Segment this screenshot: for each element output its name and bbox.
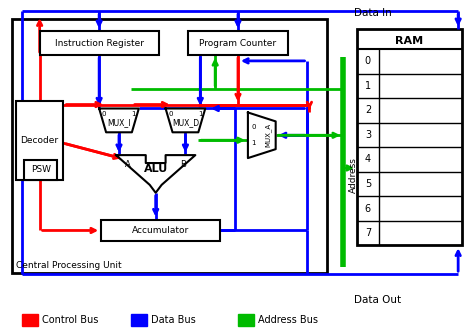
Text: 0: 0 [365, 56, 371, 66]
Text: Data Out: Data Out [354, 295, 401, 305]
FancyBboxPatch shape [12, 19, 327, 273]
Text: Instruction Register: Instruction Register [55, 39, 144, 47]
Text: Program Counter: Program Counter [200, 39, 276, 47]
Bar [238, 314, 254, 326]
Text: 1: 1 [365, 81, 371, 91]
Text: Accumulator: Accumulator [132, 226, 189, 235]
Text: Control Bus: Control Bus [42, 315, 98, 325]
FancyBboxPatch shape [188, 31, 288, 55]
Text: Decoder: Decoder [20, 136, 59, 145]
Text: 5: 5 [365, 179, 371, 189]
Text: MUX_I: MUX_I [107, 118, 131, 127]
Text: B: B [181, 160, 186, 169]
Text: ALU: ALU [144, 164, 168, 174]
Text: 1: 1 [132, 112, 136, 118]
Bar [22, 314, 37, 326]
Polygon shape [99, 109, 139, 132]
Text: 4: 4 [365, 155, 371, 164]
Bar [131, 314, 147, 326]
Text: Address Bus: Address Bus [258, 315, 318, 325]
Text: 7: 7 [365, 228, 371, 238]
Polygon shape [165, 109, 205, 132]
FancyBboxPatch shape [101, 219, 220, 241]
Text: Data In: Data In [354, 8, 392, 18]
FancyBboxPatch shape [40, 31, 159, 55]
Polygon shape [248, 113, 276, 158]
Text: 0: 0 [252, 124, 256, 130]
Text: MUX_D: MUX_D [172, 118, 199, 127]
Text: 3: 3 [365, 130, 371, 140]
Text: RAM: RAM [395, 36, 424, 46]
Text: 1: 1 [198, 112, 202, 118]
Text: A: A [125, 160, 131, 169]
Polygon shape [116, 155, 195, 193]
Text: 1: 1 [252, 140, 256, 146]
Text: 2: 2 [365, 106, 371, 115]
Text: Central Processing Unit: Central Processing Unit [16, 261, 121, 270]
FancyBboxPatch shape [24, 160, 57, 180]
Text: PSW: PSW [31, 166, 51, 174]
Text: Data Bus: Data Bus [151, 315, 195, 325]
Text: 6: 6 [365, 204, 371, 214]
FancyBboxPatch shape [357, 29, 462, 245]
FancyBboxPatch shape [16, 100, 64, 180]
Text: 0: 0 [102, 112, 106, 118]
Text: Address: Address [349, 157, 358, 193]
Text: 0: 0 [168, 112, 173, 118]
Text: MUX_A: MUX_A [264, 123, 271, 147]
